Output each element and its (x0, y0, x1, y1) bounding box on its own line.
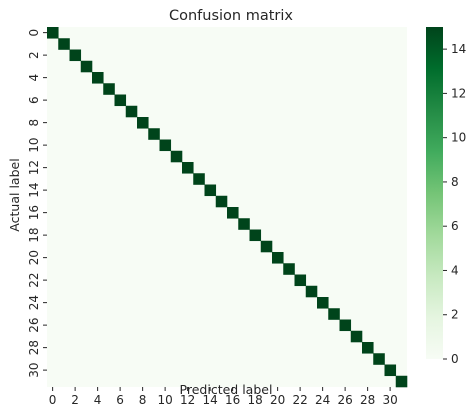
x-axis: 0 2 4 6 8 10 12 14 16 18 20 22 24 26 28 30 (49, 387, 398, 404)
y-tick-label: 14 (27, 182, 41, 197)
heatmap-cell-16-16 (227, 207, 239, 219)
x-tick-label: 24 (315, 393, 330, 404)
heatmap-cell-28-28 (362, 342, 374, 354)
colorbar-tick-label: 0 (451, 352, 459, 366)
y-tick-label: 8 (27, 119, 41, 127)
x-tick-label: 16 (225, 393, 240, 404)
x-axis-label: Predicted label (180, 382, 273, 397)
colorbar-tick-label: 8 (451, 175, 459, 189)
heatmap-cell-22-22 (294, 274, 307, 287)
y-tick-label: 12 (27, 160, 41, 175)
x-tick-label: 18 (247, 393, 262, 404)
colorbar-tick-label: 12 (451, 86, 466, 100)
y-tick-label: 20 (27, 250, 41, 265)
y-tick-label: 10 (27, 137, 41, 152)
heatmap-cell-27-27 (350, 330, 363, 343)
heatmap-cell-4-4 (92, 72, 104, 84)
y-tick-label: 4 (27, 74, 41, 82)
y-tick-label: 0 (27, 29, 41, 37)
x-tick-label: 28 (360, 393, 375, 404)
heatmap-cell-13-13 (193, 173, 205, 185)
heatmap-cell-2-2 (69, 49, 82, 62)
x-tick-label: 12 (180, 393, 195, 404)
heatmap-cell-24-24 (317, 297, 329, 309)
x-tick-label: 26 (337, 393, 352, 404)
heatmap-cell-1-1 (58, 38, 70, 50)
y-tick-label: 6 (27, 96, 41, 104)
colorbar-ticks: 0 2 4 6 8 10 12 14 (443, 42, 466, 366)
x-tick-label: 22 (292, 393, 307, 404)
heatmap-cell-31-31 (395, 375, 408, 388)
y-tick-label: 2 (27, 51, 41, 59)
heatmap-cell-20-20 (272, 252, 284, 264)
heatmap-cell-8-8 (137, 117, 149, 129)
heatmap-cell-14-14 (204, 184, 217, 197)
x-tick-label: 8 (139, 393, 147, 404)
x-tick-label: 2 (71, 393, 79, 404)
x-tick-label: 14 (202, 393, 217, 404)
heatmap-cell-12-12 (182, 162, 194, 174)
heatmap-cell-19-19 (260, 240, 273, 253)
heatmap-cell-30-30 (384, 364, 397, 377)
heatmap-cell-6-6 (114, 94, 127, 107)
heatmap-cell-23-23 (305, 285, 318, 298)
colorbar-tick-label: 10 (451, 131, 466, 145)
x-tick-label: 6 (116, 393, 124, 404)
heatmap-cell-18-18 (249, 229, 262, 242)
y-axis-label: Actual label (7, 158, 22, 231)
y-tick-label: 22 (27, 272, 41, 287)
x-tick-label: 4 (94, 393, 102, 404)
colorbar-tick-label: 4 (451, 263, 459, 277)
y-tick-label: 26 (27, 317, 41, 332)
x-tick-label: 30 (382, 393, 397, 404)
y-tick-label: 24 (27, 295, 41, 310)
y-tick-label: 28 (27, 340, 41, 355)
heatmap-cell-25-25 (328, 308, 340, 320)
heatmap-cell-17-17 (238, 218, 250, 230)
heatmap-cell-29-29 (373, 353, 385, 365)
colorbar-tick-label: 2 (451, 308, 459, 322)
y-tick-label: 16 (27, 205, 41, 220)
x-tick-label: 0 (49, 393, 57, 404)
heatmap-cell-21-21 (283, 263, 295, 275)
colorbar-tick-label: 6 (451, 219, 459, 233)
heatmap-cell-9-9 (148, 128, 160, 140)
colorbar: 0 2 4 6 8 10 12 14 (426, 27, 466, 366)
colorbar-tick-label: 14 (451, 42, 466, 56)
heatmap-cell-3-3 (80, 60, 93, 73)
heatmap-cell-11-11 (170, 150, 183, 163)
x-tick-label: 10 (157, 393, 172, 404)
chart-title: Confusion matrix (169, 8, 293, 24)
heatmap-area (47, 27, 408, 388)
y-tick-label: 30 (27, 362, 41, 377)
heatmap-cell-15-15 (215, 195, 228, 208)
heatmap-cell-26-26 (339, 319, 352, 332)
heatmap-cell-5-5 (103, 83, 115, 95)
heatmap-cell-10-10 (159, 139, 172, 152)
colorbar-gradient (426, 27, 443, 359)
heatmap-cell-0-0 (47, 27, 59, 39)
x-tick-label: 20 (270, 393, 285, 404)
y-tick-label: 18 (27, 227, 41, 242)
heatmap-cell-7-7 (125, 105, 138, 118)
